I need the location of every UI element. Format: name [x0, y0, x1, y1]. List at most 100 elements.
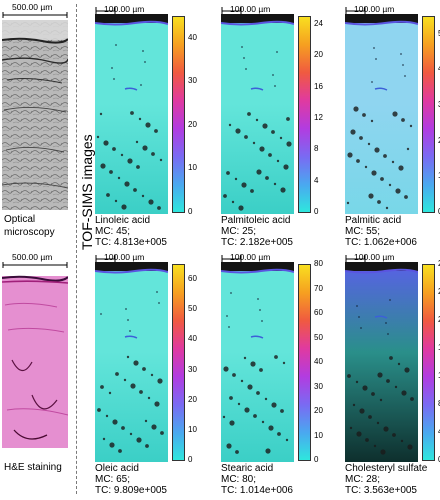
colorbar-tick-label: 16	[438, 344, 440, 352]
colorbar-tick-label: 40	[188, 334, 197, 344]
tof-sims-panel: 100.00 µm 40 30 20 10 0 Linoleic acid MC: 45; T…	[95, 4, 197, 249]
he-image-block: 500.00 µm H&E staining	[2, 246, 68, 496]
panel-scalebar-label: 100.00 µm	[354, 4, 395, 14]
colorbar-tick-label: 0	[188, 207, 193, 216]
panel-tc-value: TC: 3.563e+005	[345, 485, 417, 496]
panel-scalebar	[345, 7, 366, 15]
colorbar	[172, 16, 185, 213]
section-divider	[76, 4, 77, 494]
panel-scalebar	[345, 255, 366, 263]
panel-tc-value: TC: 1.014e+006	[221, 485, 293, 496]
colorbar-tick-label: 12	[314, 112, 323, 122]
colorbar-tick-label: 20	[188, 119, 197, 129]
panel-compound-name: Stearic acid	[221, 463, 274, 474]
panel-compound-name: Oleic acid	[95, 463, 139, 474]
panel-mc-value: MC: 45;	[95, 226, 131, 237]
colorbar-tick-label: 20	[314, 406, 323, 415]
tof-sims-panel: 100.00 µm 60 50 40 30 20 10 0 Oleic acid MC: 65;…	[95, 252, 197, 497]
panel-tc-value: TC: 1.062e+006	[345, 237, 417, 248]
he-scalebar	[2, 262, 68, 268]
he-scalebar-label: 500.00 µm	[12, 252, 53, 262]
ion-image-map	[95, 14, 168, 214]
colorbar-tick-label: 0	[314, 455, 319, 464]
colorbar-tick-label: 20	[314, 50, 323, 60]
colorbar-tick-label: 30	[438, 101, 440, 109]
panel-compound-name: Palmitic acid	[345, 215, 402, 226]
colorbar-tick-label: 20	[438, 316, 440, 324]
panel-compound-name: Palmitoleic acid	[221, 215, 291, 226]
panel-mc-value: MC: 65;	[95, 474, 131, 485]
colorbar-tick-label: 50	[188, 304, 197, 314]
colorbar-tick-label: 60	[314, 308, 323, 317]
panel-scalebar-label: 100.00 µm	[354, 252, 395, 262]
panel-mc-value: MC: 80;	[221, 474, 257, 485]
panel-tc-value: TC: 2.182e+005	[221, 237, 293, 248]
colorbar-tick-label: 20	[188, 394, 197, 404]
colorbar-tick-label: 12	[438, 372, 440, 380]
he-caption: H&E staining	[4, 462, 62, 473]
tof-sims-panel: 100.00 µm 80 70 60 50 40 30 20 10 0 Stearic acid M…	[221, 252, 323, 497]
colorbar	[422, 264, 435, 461]
colorbar-tick-label: 24	[438, 288, 440, 296]
optical-caption-line1: Optical	[4, 214, 36, 225]
tof-sims-title: TOF-SIMS images	[79, 134, 95, 250]
colorbar-tick-label: 30	[188, 364, 197, 374]
panel-compound-name: Cholesteryl sulfate	[345, 463, 428, 474]
optical-microscopy-image	[2, 20, 68, 210]
panel-scalebar-label: 100.00 µm	[104, 4, 145, 14]
colorbar-tick-label: 40	[314, 357, 323, 366]
optical-scalebar-label: 500.00 µm	[12, 2, 53, 12]
colorbar-tick-label: 10	[438, 172, 440, 180]
panel-mc-value: MC: 55;	[345, 226, 381, 237]
panel-scalebar	[95, 255, 116, 263]
colorbar-tick-label: 0	[438, 456, 440, 464]
panel-scalebar-label: 100.00 µm	[230, 252, 271, 262]
ion-image-map	[345, 262, 418, 462]
panel-mc-value: MC: 28;	[345, 474, 381, 485]
colorbar-tick-label: 60	[188, 274, 197, 284]
panel-scalebar-label: 100.00 µm	[104, 252, 145, 262]
colorbar-tick-label: 10	[314, 430, 323, 440]
panel-tc-value: TC: 4.813e+005	[95, 237, 167, 248]
tof-sims-panel: 100.00 µm 28 24 20 16 12 8 4 0 Cholesteryl sulfa…	[345, 252, 440, 497]
colorbar	[298, 16, 311, 213]
colorbar	[422, 16, 435, 213]
ion-image-map	[221, 14, 294, 214]
panel-tc-value: TC: 9.809e+005	[95, 485, 167, 496]
ion-image-map	[95, 262, 168, 462]
colorbar-tick-label: 50	[314, 332, 323, 342]
colorbar-tick-label: 0	[314, 207, 319, 216]
colorbar-tick-label: 28	[438, 260, 440, 268]
he-staining-image	[2, 270, 68, 448]
colorbar-tick-label: 70	[314, 283, 323, 293]
optical-caption-line2: microscopy	[4, 227, 55, 238]
colorbar-tick-label: 8	[438, 400, 440, 408]
ion-image-map	[345, 14, 418, 214]
colorbar	[298, 264, 311, 461]
colorbar	[172, 264, 185, 461]
optical-image-block: 500.00 µm Optical microscopy	[2, 2, 68, 260]
optical-scalebar	[2, 12, 68, 18]
colorbar-tick-label: 4	[438, 428, 440, 436]
colorbar-tick-label: 30	[314, 381, 323, 391]
colorbar-tick-label: 4	[314, 175, 319, 185]
panel-scalebar	[95, 7, 116, 15]
tof-sims-panel: 100.00 µm 24 20 16 12 8 4 0 Palmitoleic acid MC:…	[221, 4, 323, 249]
ion-image-map	[221, 262, 294, 462]
colorbar-tick-label: 10	[188, 163, 197, 173]
colorbar-tick-label: 50	[438, 29, 440, 38]
colorbar-tick-label: 80	[314, 259, 323, 268]
colorbar-tick-label: 0	[188, 455, 193, 464]
colorbar-tick-label: 16	[314, 81, 323, 91]
colorbar-tick-label: 20	[438, 136, 440, 145]
colorbar-tick-label: 24	[314, 18, 323, 28]
colorbar-tick-label: 0	[438, 208, 440, 216]
colorbar-tick-label: 40	[438, 65, 440, 73]
panel-compound-name: Linoleic acid	[95, 215, 151, 226]
panel-mc-value: MC: 25;	[221, 226, 257, 237]
panel-scalebar-label: 100.00 µm	[230, 4, 271, 14]
colorbar-tick-label: 30	[188, 76, 197, 86]
colorbar-tick-label: 8	[314, 144, 319, 154]
colorbar-tick-label: 40	[188, 32, 197, 42]
